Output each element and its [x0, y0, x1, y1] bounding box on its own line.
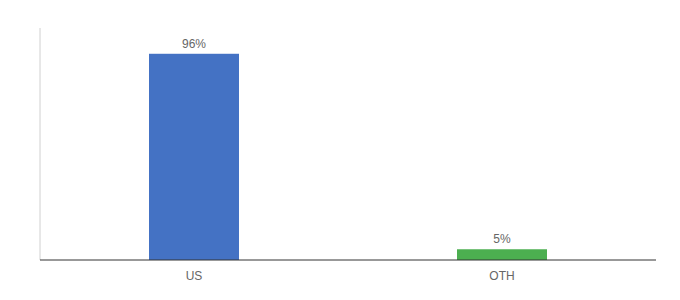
y-axis-line — [40, 28, 41, 260]
x-tick-label: OTH — [489, 269, 514, 283]
bars — [149, 54, 547, 260]
bar — [457, 249, 547, 260]
x-axis-line — [40, 260, 656, 261]
x-tick-label: US — [186, 269, 203, 283]
chart-container: 96% 5% US OTH — [0, 0, 680, 300]
chart-svg: 96% 5% US OTH — [0, 0, 680, 300]
bar — [149, 54, 239, 260]
data-label: 96% — [182, 37, 206, 51]
data-label: 5% — [493, 232, 511, 246]
